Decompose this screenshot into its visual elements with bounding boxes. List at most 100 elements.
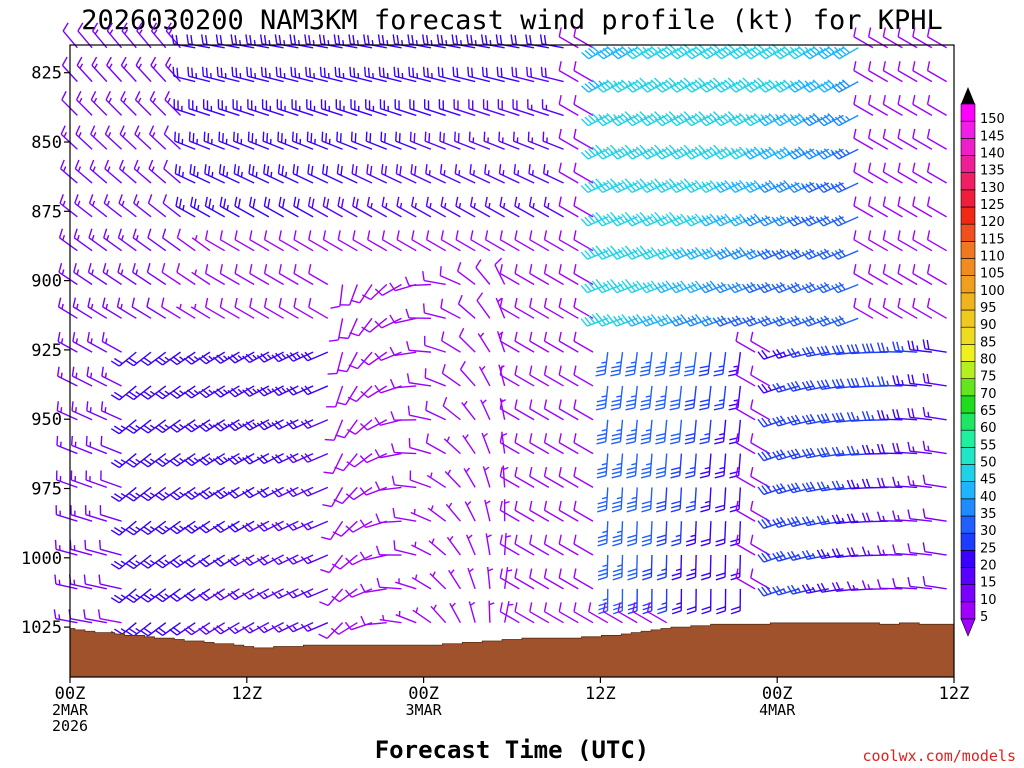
wind-barb-flag (242, 389, 250, 397)
wind-barb-flag (816, 346, 823, 356)
wind-barb-flag (614, 49, 623, 58)
colorbar-label: 145 (980, 129, 1005, 144)
wind-barb-halfflag (464, 434, 469, 440)
wind-barb (324, 419, 344, 441)
wind-barb-flag (442, 396, 448, 407)
wind-barb-flag (132, 262, 136, 273)
wind-barb-flag (775, 250, 784, 259)
chart-title: 2026030200 NAM3KM forecast wind profile … (81, 5, 943, 36)
wind-barb-flag (731, 183, 740, 192)
wind-barb (699, 453, 712, 479)
wind-barb-flag (632, 602, 636, 612)
y-tick-label: 875 (31, 202, 62, 222)
wind-barb-flag (801, 218, 810, 227)
wind-barb (625, 419, 638, 445)
wind-barb (512, 131, 535, 150)
wind-barb-flag (892, 442, 896, 453)
wind-barb-flag (499, 534, 503, 545)
wind-barb-flag (275, 454, 283, 462)
wind-barb (87, 262, 108, 286)
colorbar-label: 115 (980, 232, 1005, 247)
wind-barb-flag (390, 443, 395, 453)
wind-barb (139, 588, 167, 603)
wind-barb (922, 508, 947, 522)
wind-barb (89, 159, 108, 184)
wind-barb (499, 297, 520, 319)
wind-barb-flag (543, 230, 548, 240)
wind-barb-flag (128, 560, 138, 567)
wind-barb (499, 433, 520, 455)
wind-barb-staff (924, 483, 947, 489)
wind-barb-staff (544, 374, 564, 387)
wind-barb-flag (260, 353, 269, 361)
wind-barb-flag (646, 602, 651, 612)
wind-barb-flag (178, 165, 181, 176)
wind-barb (154, 419, 181, 434)
wind-barb-flag (820, 379, 827, 390)
wind-barb-flag (154, 494, 164, 501)
wind-barb-flag (275, 420, 283, 429)
wind-barb-flag (612, 542, 622, 547)
wind-barb-flag (436, 34, 440, 44)
wind-barb-flag (907, 407, 911, 418)
wind-barb-flag (203, 131, 206, 142)
wind-barb-flag (56, 435, 59, 446)
wind-barb (277, 131, 299, 150)
wind-barb-flag (809, 181, 817, 190)
wind-barb-flag (876, 342, 882, 352)
wind-barb (68, 609, 93, 624)
wind-barb-flag (183, 492, 192, 500)
wind-barb-flag (639, 251, 647, 260)
wind-barb-flag (761, 183, 769, 192)
wind-barb-flag (451, 34, 455, 44)
wind-barb (542, 131, 564, 150)
wind-barb (912, 162, 933, 184)
wind-barb-staff (544, 306, 564, 319)
wind-barb (497, 99, 520, 117)
wind-barb-flag (809, 47, 818, 56)
wind-barb-flag (113, 425, 123, 432)
wind-barb-flag (216, 523, 225, 531)
wind-barb (543, 264, 564, 286)
wind-barb-flag (183, 628, 192, 636)
wind-barb-flag (679, 45, 688, 54)
colorbar-segment (960, 584, 976, 603)
wind-barb-flag (476, 292, 484, 301)
colorbar-segment (960, 550, 976, 568)
wind-barb-flag (775, 216, 784, 225)
wind-barb-flag (542, 164, 546, 174)
wind-barb-flag (514, 534, 518, 545)
wind-barb-flag (731, 49, 740, 58)
wind-barb-flag (612, 466, 622, 471)
wind-barb-flag (835, 49, 844, 58)
wind-barb (404, 276, 432, 287)
wind-barb-staff (897, 137, 918, 150)
wind-barb-staff (853, 69, 874, 83)
wind-barb-halfflag (63, 131, 67, 138)
wind-barb (411, 230, 432, 252)
wind-barb-halfflag (745, 181, 751, 187)
wind-barb (54, 539, 78, 556)
wind-barb-flag (816, 448, 823, 458)
wind-barb-staff (346, 351, 358, 372)
wind-barb (511, 66, 535, 83)
wind-barb (596, 453, 609, 479)
wind-barb-flag (366, 164, 369, 174)
wind-barb-flag (187, 490, 196, 498)
wind-barb-halfflag (237, 388, 243, 394)
wind-barb-flag (204, 264, 209, 274)
wind-barb-flag (73, 228, 78, 238)
wind-barb-halfflag (631, 462, 637, 466)
wind-barb-staff (411, 239, 432, 252)
wind-barb (430, 604, 447, 624)
wind-barb-flag (260, 420, 269, 429)
wind-barb (642, 555, 653, 581)
wind-barb-flag (787, 218, 795, 227)
wind-barb (684, 111, 712, 127)
wind-barb-flag (922, 576, 926, 586)
wind-barb-flag (292, 164, 296, 174)
wind-barb (72, 297, 93, 319)
wind-barb-flag (820, 346, 827, 356)
wind-barb-flag (456, 262, 462, 272)
wind-barb (198, 622, 226, 635)
